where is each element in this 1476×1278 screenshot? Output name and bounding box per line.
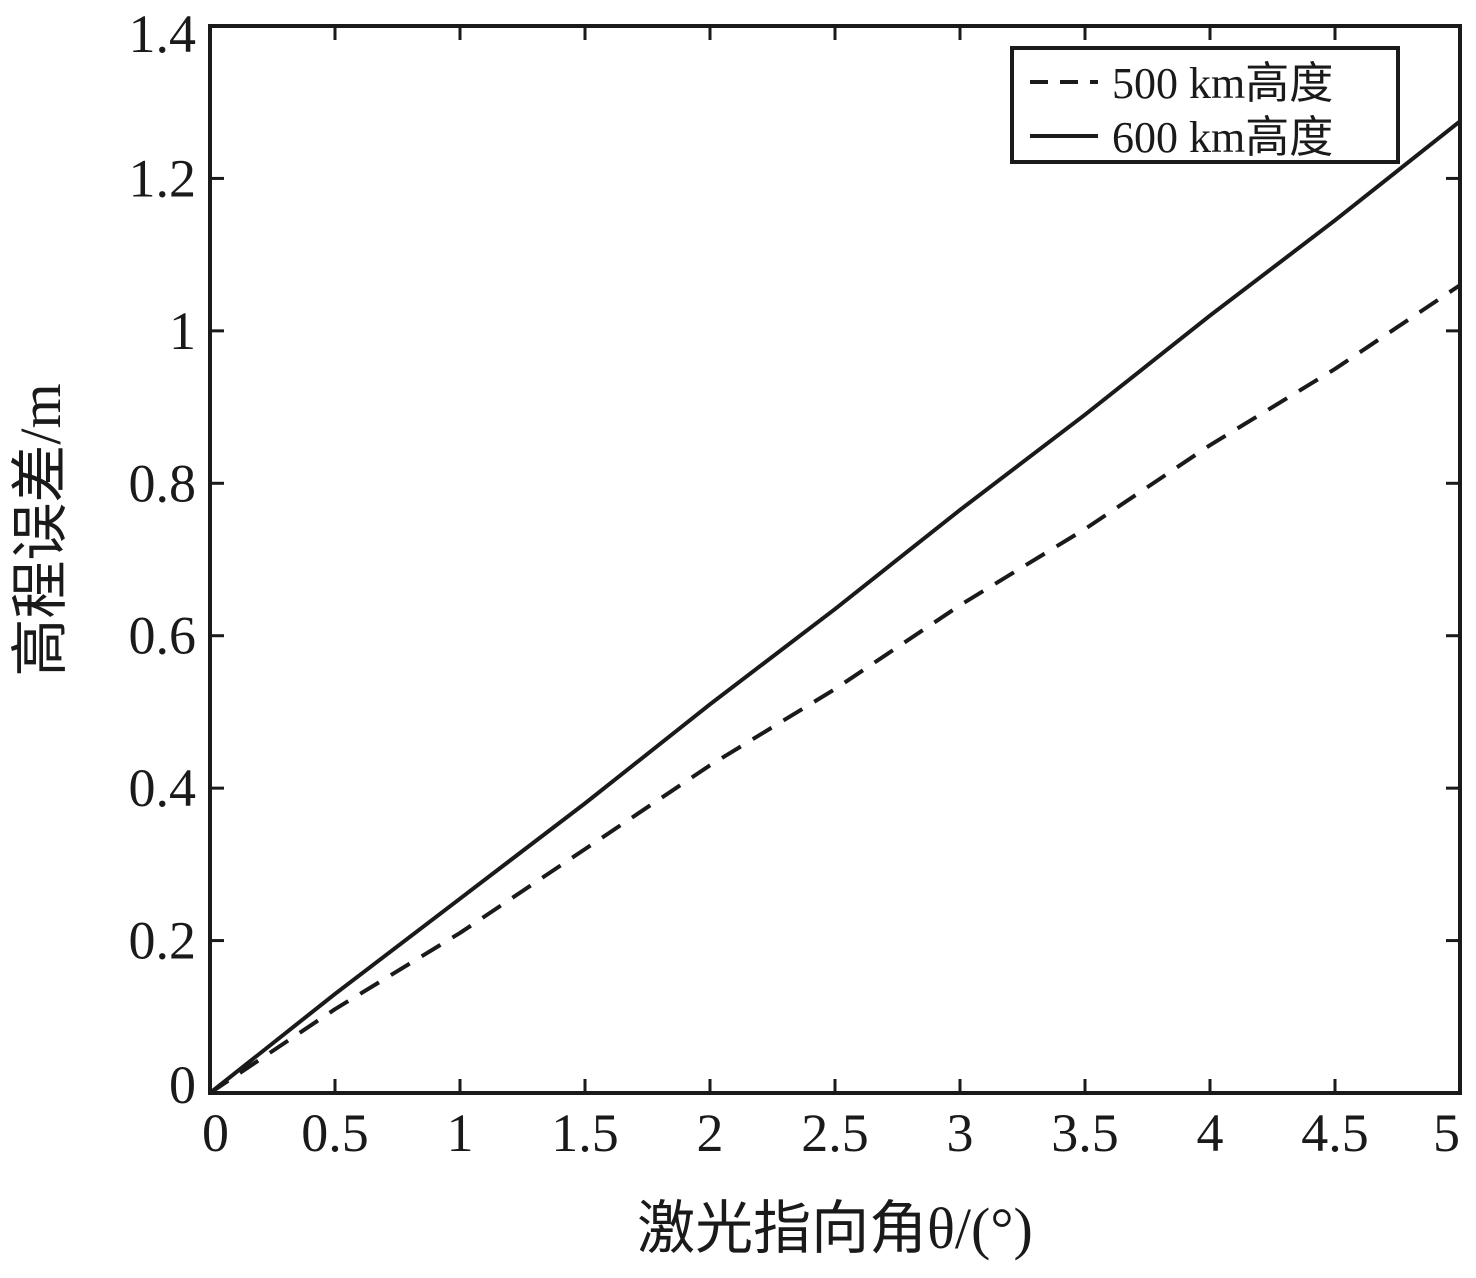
legend-label-600km: 600 km高度: [1112, 113, 1333, 162]
y-tick-label: 1: [169, 301, 196, 361]
series-line-500km: [208, 283, 1462, 1095]
axis-ticks: [208, 24, 1462, 1095]
y-tick-label: 0.8: [129, 453, 197, 513]
x-tick-label: 0: [202, 1103, 229, 1163]
x-tick-label: 2: [697, 1103, 724, 1163]
y-tick-label: 0.6: [129, 606, 197, 666]
y-tick-label: 1.2: [129, 148, 197, 208]
x-tick-label: 4.5: [1301, 1103, 1369, 1163]
y-tick-labels: 0 0.2 0.4 0.6 0.8 1 1.2 1.4: [129, 4, 197, 1115]
x-tick-label: 0.5: [301, 1103, 369, 1163]
legend-box: [1010, 46, 1400, 164]
y-tick-label: 0: [169, 1055, 196, 1115]
y-tick-label: 0.4: [129, 758, 197, 818]
series-lines: [208, 119, 1462, 1095]
x-tick-label: 4: [1197, 1103, 1224, 1163]
legend: 500 km高度 600 km高度: [1010, 46, 1400, 164]
x-tick-label: 3: [947, 1103, 974, 1163]
y-tick-label: 0.2: [129, 911, 197, 971]
series-line-600km: [208, 119, 1462, 1095]
y-tick-label: 1.4: [129, 4, 197, 64]
plot-frame: [208, 24, 1462, 1095]
x-tick-label: 5: [1433, 1103, 1460, 1163]
x-tick-label: 1.5: [551, 1103, 619, 1163]
x-tick-label: 1: [447, 1103, 474, 1163]
x-axis-label: 激光指向角θ/(°): [637, 1196, 1033, 1261]
y-axis-label: 高程误差/m: [8, 383, 73, 676]
x-tick-label: 2.5: [801, 1103, 869, 1163]
x-tick-label: 3.5: [1051, 1103, 1119, 1163]
legend-label-500km: 500 km高度: [1112, 59, 1333, 108]
x-tick-labels: 0 0.5 1 1.5 2 2.5 3 3.5 4 4.5 5: [202, 1103, 1460, 1163]
